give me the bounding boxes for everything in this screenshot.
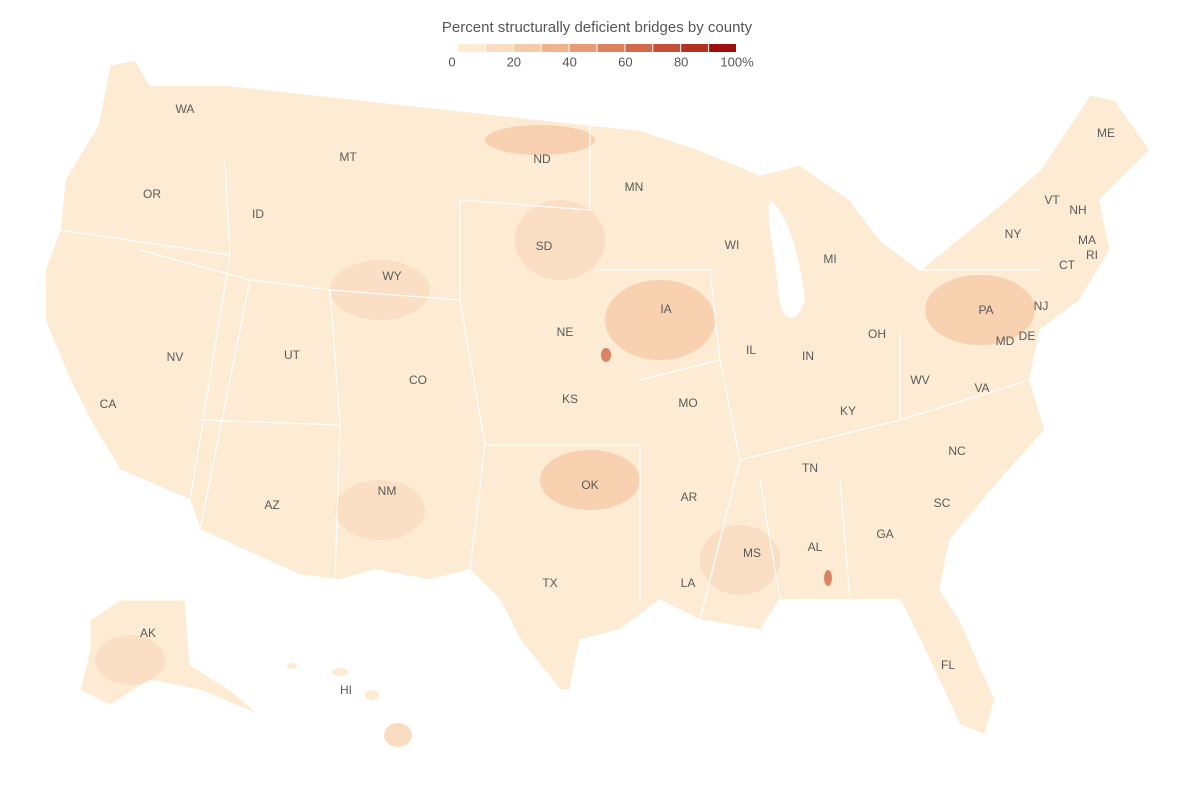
hawaii: [384, 723, 412, 747]
state-label: TX: [542, 576, 557, 590]
state-label: MO: [678, 396, 697, 410]
state-label: WY: [382, 269, 401, 283]
region-shade: [335, 480, 425, 540]
state-label: WV: [910, 373, 929, 387]
state-label: NJ: [1034, 299, 1049, 313]
state-label: VT: [1044, 193, 1060, 207]
legend-swatch: [709, 44, 736, 52]
state-labels: WA OR CA NV ID MT WY UT AZ CO NM ND SD NE KS OK TX MN IA MO…: [100, 102, 1115, 697]
state-label: ID: [252, 207, 264, 221]
state-label: LA: [681, 576, 696, 590]
state-label: MN: [625, 180, 644, 194]
borders: [59, 125, 1040, 621]
hawaii: [365, 690, 379, 700]
state-label: UT: [284, 348, 301, 362]
hawaii: [332, 668, 348, 676]
state-label: OR: [143, 187, 161, 201]
state-label: MD: [996, 334, 1015, 348]
legend-swatch: [597, 44, 625, 52]
legend-tick-label: 20: [507, 54, 521, 69]
legend-swatch: [541, 44, 569, 52]
state-label: CO: [409, 373, 427, 387]
region-shade: [540, 450, 640, 510]
alaska: [79, 599, 261, 716]
lower-48: [44, 59, 1151, 737]
legend-tick-label: 60: [618, 54, 632, 69]
legend-swatch: [513, 44, 541, 52]
state-label: ND: [533, 152, 551, 166]
legend-title: Percent structurally deficient bridges b…: [442, 19, 753, 36]
state-border: [59, 125, 1040, 621]
state-label: OK: [581, 478, 598, 492]
legend-swatch: [569, 44, 597, 52]
state-label: MI: [823, 252, 836, 266]
state-label: MS: [743, 546, 761, 560]
state-label: WA: [176, 102, 195, 116]
state-label: GA: [876, 527, 893, 541]
legend-tick-label: 100%: [720, 54, 754, 69]
state-label: FL: [941, 658, 955, 672]
legend-swatch: [653, 44, 681, 52]
state-label: OH: [868, 327, 886, 341]
hawaii: [287, 663, 297, 669]
region-shade: [515, 200, 605, 280]
state-label: HI: [340, 683, 352, 697]
state-label: IL: [746, 343, 756, 357]
state-label: MT: [339, 150, 357, 164]
legend-tick-label: 0: [448, 54, 455, 69]
state-label: NY: [1005, 227, 1022, 241]
state-label: DE: [1019, 329, 1036, 343]
state-label: NV: [167, 350, 184, 364]
lake-michigan: [768, 200, 805, 319]
region-shade: [330, 260, 430, 320]
state-label: TN: [802, 461, 818, 475]
state-label: AR: [681, 490, 698, 504]
region-shade: [824, 570, 832, 586]
state-label: CA: [100, 397, 117, 411]
state-label: NE: [557, 325, 574, 339]
shading: [95, 125, 1035, 685]
state-label: NH: [1069, 203, 1086, 217]
state-label: AL: [808, 540, 823, 554]
region-shade: [485, 125, 595, 155]
legend-swatch: [625, 44, 653, 52]
state-label: AZ: [264, 498, 279, 512]
state-label: KY: [840, 404, 856, 418]
state-label: IA: [660, 302, 671, 316]
state-label: WI: [725, 238, 740, 252]
legend-tick-label: 80: [674, 54, 688, 69]
region-shade: [95, 635, 165, 685]
state-label: KS: [562, 392, 578, 406]
region-shade: [605, 280, 715, 360]
state-label: SC: [934, 496, 951, 510]
region-shade: [700, 525, 780, 595]
region-shade: [601, 348, 611, 362]
legend-swatch: [458, 44, 485, 52]
state-label: MA: [1078, 233, 1096, 247]
state-label: ME: [1097, 126, 1115, 140]
state-label: RI: [1086, 248, 1098, 262]
state-label: CT: [1059, 258, 1076, 272]
state-label: IN: [802, 349, 814, 363]
region-shade: [925, 275, 1035, 345]
legend-swatch: [485, 44, 513, 52]
state-label: NM: [378, 484, 397, 498]
land: [44, 59, 1151, 747]
state-label: PA: [978, 303, 993, 317]
state-label: SD: [536, 239, 553, 253]
legend: Percent structurally deficient bridges b…: [442, 19, 754, 69]
state-label: VA: [974, 381, 989, 395]
state-label: NC: [948, 444, 966, 458]
legend-swatch: [681, 44, 709, 52]
state-label: AK: [140, 626, 156, 640]
legend-tick-label: 40: [562, 54, 576, 69]
